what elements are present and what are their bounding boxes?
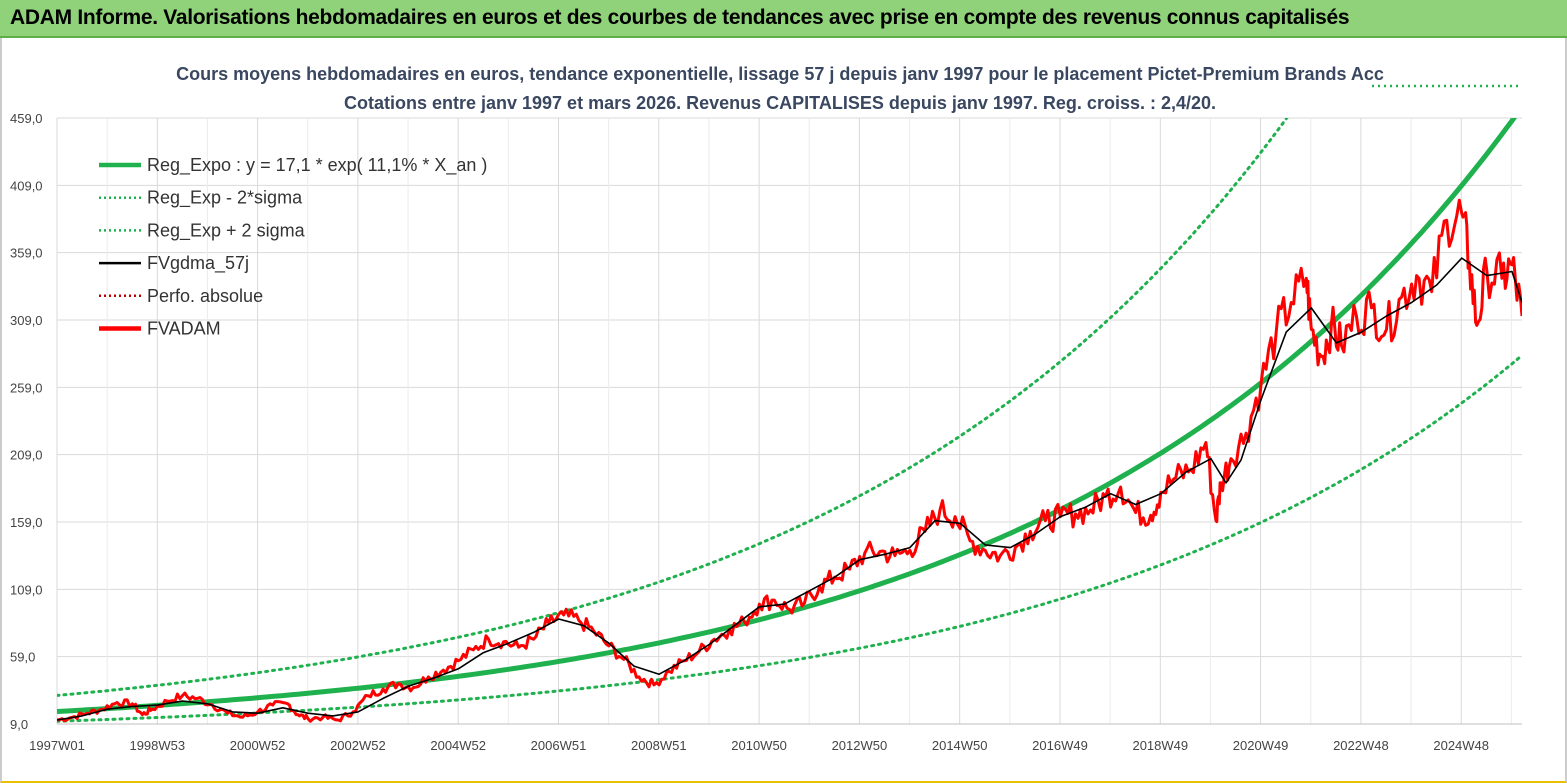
x-tick-label: 2012W50 — [832, 738, 888, 753]
chart: Cours moyens hebdomadaires en euros, ten… — [10, 64, 1522, 753]
x-tick-label: 1998W53 — [129, 738, 185, 753]
x-tick-label: 2022W48 — [1333, 738, 1389, 753]
legend-label: Reg_Expo : y = 17,1 * exp( 11,1% * X_an … — [147, 155, 487, 176]
x-tick-label: 2002W52 — [330, 738, 386, 753]
x-tick-label: 2020W49 — [1233, 738, 1289, 753]
chart-title-line-1: Cours moyens hebdomadaires en euros, ten… — [176, 64, 1384, 84]
series-group — [57, 118, 1522, 723]
x-tick-label: 2000W52 — [230, 738, 286, 753]
title-banner: ADAM Informe. Valorisations hebdomadaire… — [0, 0, 1567, 38]
legend-label: FVADAM — [147, 319, 221, 339]
x-tick-label: 2018W49 — [1132, 738, 1188, 753]
chart-grid — [56, 117, 1522, 725]
legend-label: Reg_Exp - 2*sigma — [147, 188, 303, 209]
legend-label: FVgdma_57j — [147, 253, 249, 274]
y-tick-label: 159,0 — [10, 515, 43, 530]
y-tick-label: 409,0 — [10, 178, 43, 193]
legend: Reg_Expo : y = 17,1 * exp( 11,1% * X_an … — [99, 84, 1522, 339]
x-tick-label: 2016W49 — [1032, 738, 1088, 753]
y-tick-label: 59,0 — [10, 650, 35, 665]
legend-label: Reg_Exp + 2 sigma — [147, 220, 306, 241]
chart-title-group: Cours moyens hebdomadaires en euros, ten… — [176, 64, 1384, 113]
banner-title: ADAM Informe. Valorisations hebdomadaire… — [10, 6, 1350, 29]
y-tick-label: 459,0 — [10, 111, 43, 126]
x-tick-label: 2004W52 — [430, 738, 486, 753]
y-tick-label: 209,0 — [10, 448, 43, 463]
y-tick-label: 109,0 — [10, 582, 43, 597]
axis-labels: 9,0 59,0 109,0 159,0 209,0 259,0 309,0 359,0 409… — [10, 111, 1489, 753]
fvadam-line — [57, 198, 1522, 723]
y-tick-label: 9,0 — [10, 717, 28, 732]
x-tick-label: 2008W51 — [631, 738, 687, 753]
chart-frame — [0, 38, 1567, 783]
legend-label: Perfo. absolue — [147, 286, 263, 306]
y-tick-label: 359,0 — [10, 246, 43, 261]
y-tick-label: 259,0 — [10, 380, 43, 395]
y-tick-label: 309,0 — [10, 313, 43, 328]
reg-exp-minus-2sigma-line — [57, 353, 1522, 723]
reg-exp-plus-2sigma-line — [57, 118, 1289, 697]
x-tick-label: 2006W51 — [531, 738, 587, 753]
chart-title-line-2: Cotations entre janv 1997 et mars 2026. … — [344, 93, 1216, 113]
fvgdma-57j-line — [57, 257, 1522, 721]
x-tick-label: 1997W01 — [29, 738, 85, 753]
x-tick-label: 2010W50 — [731, 738, 787, 753]
x-tick-label: 2024W48 — [1433, 738, 1489, 753]
x-tick-label: 2014W50 — [932, 738, 988, 753]
